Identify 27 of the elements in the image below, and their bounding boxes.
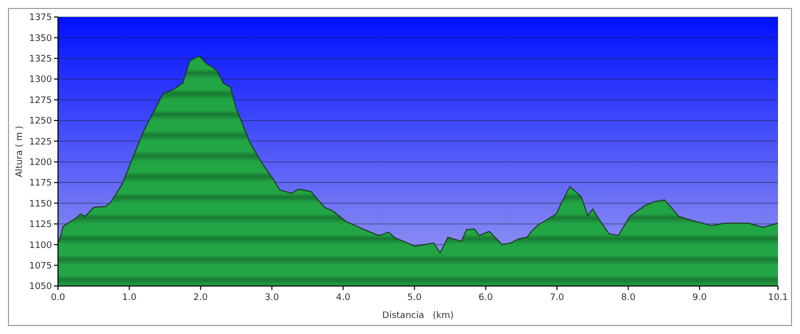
x-tick-label: 7.0 (550, 293, 564, 303)
y-tick-label: 1375 (29, 13, 52, 24)
y-axis-title: Altura ( m ) (15, 126, 25, 178)
y-tick-label: 1200 (29, 158, 52, 168)
x-tick-label: 4.0 (336, 293, 351, 303)
x-tick-label: 3.0 (264, 293, 280, 303)
x-tick-label: 1.0 (122, 293, 137, 303)
y-tick-label: 1125 (29, 220, 52, 230)
x-tick-label: 5.0 (407, 293, 422, 303)
y-tick-label: 1100 (29, 240, 52, 251)
y-tick-label: 1050 (29, 282, 52, 292)
x-tick-label: 6.0 (478, 293, 494, 303)
y-tick-label: 1300 (29, 75, 52, 86)
y-tick-label: 1175 (29, 178, 52, 189)
x-axis-title: Distancia (km) (382, 311, 454, 321)
y-tick-label: 1075 (29, 261, 52, 272)
x-tick-label: 8.0 (621, 293, 636, 303)
y-tick-label: 1275 (29, 96, 52, 106)
y-tick-label: 1150 (29, 199, 52, 210)
x-tick-label: 9.0 (692, 293, 708, 303)
y-tick-label: 1225 (29, 137, 52, 148)
x-tick-label: 2.0 (193, 293, 208, 303)
y-tick-label: 1350 (29, 34, 52, 44)
x-tick-label: 10.1 (768, 293, 788, 303)
y-tick-label: 1325 (29, 54, 52, 65)
x-tick-label: 0.0 (50, 293, 66, 303)
y-tick-label: 1250 (29, 116, 52, 127)
